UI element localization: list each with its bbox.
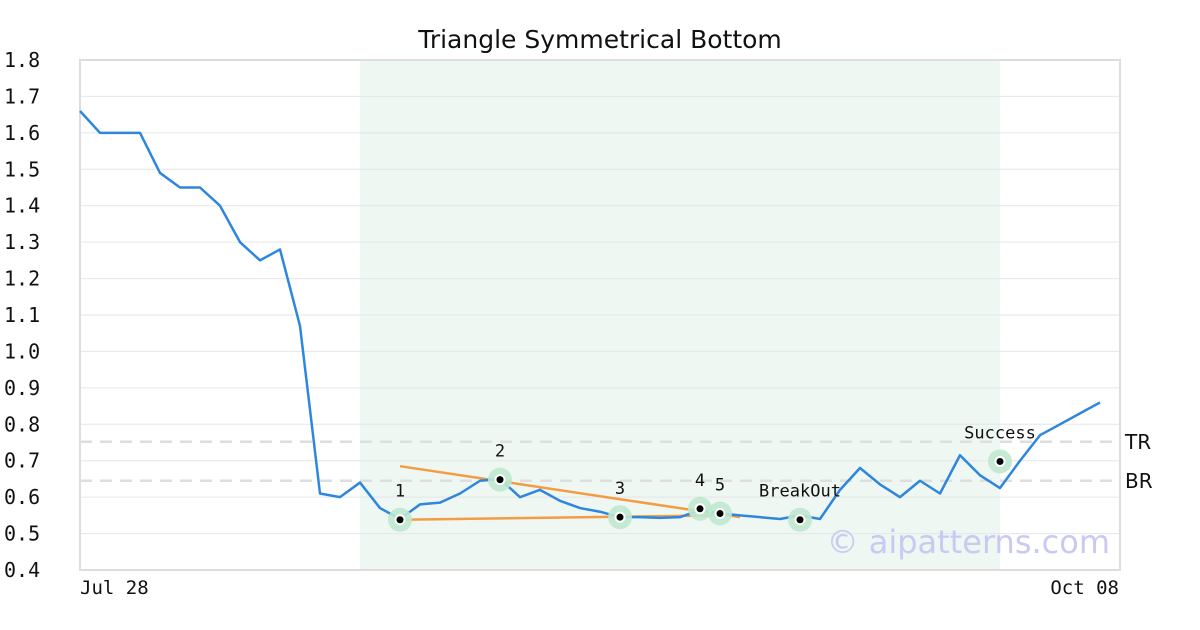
point-label-3: 3 xyxy=(615,479,625,499)
y-tick-label: 1.8 xyxy=(4,48,40,72)
point-marker xyxy=(696,505,704,513)
y-tick-label: 1.7 xyxy=(4,84,40,108)
chart-title: Triangle Symmetrical Bottom xyxy=(417,25,782,54)
point-marker xyxy=(616,513,624,521)
watermark: © aipatterns.com xyxy=(827,523,1110,561)
point-marker xyxy=(496,476,504,484)
y-tick-label: 0.4 xyxy=(4,558,40,582)
y-tick-label: 0.5 xyxy=(4,522,40,546)
y-tick-label: 1.4 xyxy=(4,194,40,218)
level-label-br: BR xyxy=(1125,469,1153,493)
point-marker xyxy=(996,457,1004,465)
point-label-4: 4 xyxy=(695,471,705,491)
plot-frame xyxy=(79,59,1121,571)
y-tick-label: 1.0 xyxy=(4,339,40,363)
point-marker xyxy=(716,510,724,518)
point-label-1: 1 xyxy=(395,482,405,502)
point-label-2: 2 xyxy=(495,442,505,462)
trendline-1 xyxy=(399,464,741,519)
y-tick-label: 1.2 xyxy=(4,267,40,291)
y-tick-label: 0.9 xyxy=(4,376,40,400)
y-tick-label: 0.7 xyxy=(4,449,40,473)
x-tick-label: Jul 28 xyxy=(80,577,149,599)
price-line xyxy=(79,110,1101,521)
point-label-breakout: BreakOut xyxy=(759,482,841,502)
point-marker xyxy=(396,516,404,524)
point-marker xyxy=(796,516,804,524)
x-tick-label: Oct 08 xyxy=(1050,577,1119,599)
y-tick-label: 0.6 xyxy=(4,485,40,509)
level-label-tr: TR xyxy=(1124,430,1151,454)
y-tick-label: 1.1 xyxy=(4,303,40,327)
point-label-success: Success xyxy=(964,423,1036,443)
trendline-2 xyxy=(399,514,721,521)
point-label-5: 5 xyxy=(715,476,725,496)
y-tick-label: 1.3 xyxy=(4,230,40,254)
y-tick-label: 1.6 xyxy=(4,121,40,145)
y-tick-label: 0.8 xyxy=(4,412,40,436)
y-tick-label: 1.5 xyxy=(4,157,40,181)
